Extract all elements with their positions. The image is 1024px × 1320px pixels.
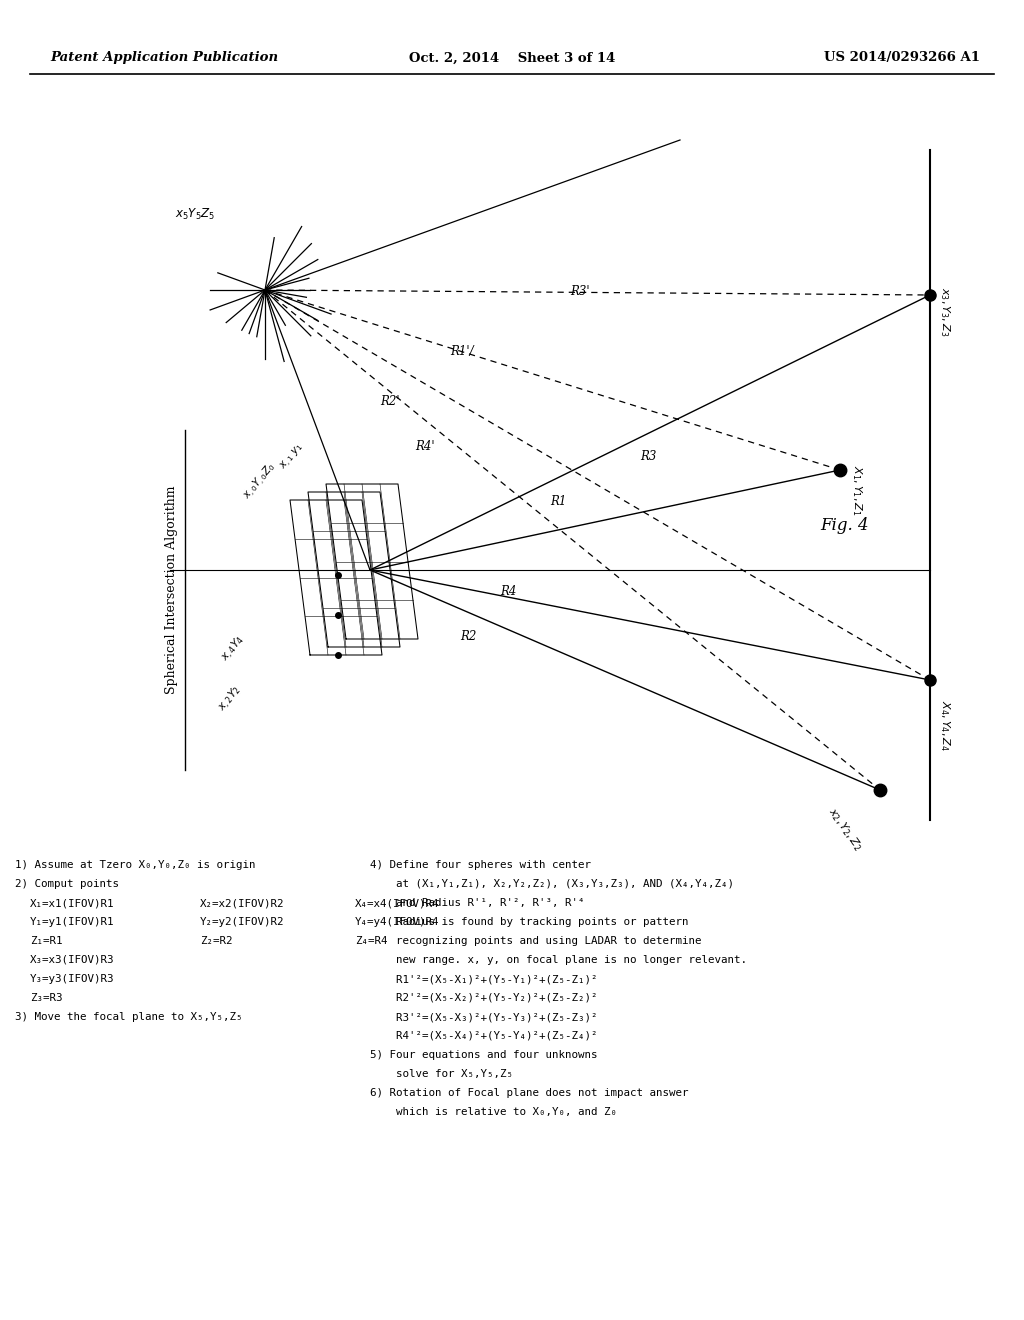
Text: R2: R2 bbox=[460, 630, 476, 643]
Text: Patent Application Publication: Patent Application Publication bbox=[50, 51, 279, 65]
Text: R1'/: R1'/ bbox=[450, 345, 474, 358]
Text: 2) Comput points: 2) Comput points bbox=[15, 879, 119, 888]
Text: Radius is found by tracking points or pattern: Radius is found by tracking points or pa… bbox=[370, 917, 688, 927]
Text: Z₃=R3: Z₃=R3 bbox=[30, 993, 62, 1003]
Text: R3'²=(X₅-X₃)²+(Y₅-Y₃)²+(Z₅-Z₃)²: R3'²=(X₅-X₃)²+(Y₅-Y₃)²+(Z₅-Z₃)² bbox=[370, 1012, 597, 1022]
Text: R4: R4 bbox=[500, 585, 516, 598]
Text: $x_2,Y_2,Z_2$: $x_2,Y_2,Z_2$ bbox=[825, 805, 864, 853]
Text: X₃=x3(IFOV)R3: X₃=x3(IFOV)R3 bbox=[30, 954, 115, 965]
Text: R3: R3 bbox=[640, 450, 656, 463]
Text: solve for X₅,Y₅,Z₅: solve for X₅,Y₅,Z₅ bbox=[370, 1069, 513, 1078]
Text: Y₄=y4(IFOV)R4: Y₄=y4(IFOV)R4 bbox=[355, 917, 439, 927]
Text: 3) Move the focal plane to X₅,Y₅,Z₅: 3) Move the focal plane to X₅,Y₅,Z₅ bbox=[15, 1012, 243, 1022]
Text: $x_{,2}Y_2$: $x_{,2}Y_2$ bbox=[215, 682, 245, 715]
Text: recognizing points and using LADAR to determine: recognizing points and using LADAR to de… bbox=[370, 936, 701, 946]
Text: R4'²=(X₅-X₄)²+(Y₅-Y₄)²+(Z₅-Z₄)²: R4'²=(X₅-X₄)²+(Y₅-Y₄)²+(Z₅-Z₄)² bbox=[370, 1031, 597, 1041]
Text: $X_4,Y_4,Z_4$: $X_4,Y_4,Z_4$ bbox=[938, 700, 951, 751]
Text: Z₂=R2: Z₂=R2 bbox=[200, 936, 232, 946]
Text: Oct. 2, 2014    Sheet 3 of 14: Oct. 2, 2014 Sheet 3 of 14 bbox=[409, 51, 615, 65]
Text: 4) Define four spheres with center: 4) Define four spheres with center bbox=[370, 861, 591, 870]
Text: X₄=x4(IFOV)R4: X₄=x4(IFOV)R4 bbox=[355, 898, 439, 908]
Text: new range. x, y, on focal plane is no longer relevant.: new range. x, y, on focal plane is no lo… bbox=[370, 954, 746, 965]
Text: $x_{,0}Y_{,0}Z_0$: $x_{,0}Y_{,0}Z_0$ bbox=[240, 459, 280, 503]
Text: $X_1,Y_1,Z_1$: $X_1,Y_1,Z_1$ bbox=[850, 465, 864, 516]
Text: $x_{,1}\ y_1$: $x_{,1}\ y_1$ bbox=[278, 441, 307, 473]
Text: Y₃=y3(IFOV)R3: Y₃=y3(IFOV)R3 bbox=[30, 974, 115, 983]
Text: 1) Assume at Tzero X₀,Y₀,Z₀ is origin: 1) Assume at Tzero X₀,Y₀,Z₀ is origin bbox=[15, 861, 256, 870]
Text: which is relative to X₀,Y₀, and Z₀: which is relative to X₀,Y₀, and Z₀ bbox=[370, 1107, 617, 1117]
Text: and Radius R'¹, R'², R'³, R'⁴: and Radius R'¹, R'², R'³, R'⁴ bbox=[370, 898, 585, 908]
Text: 6) Rotation of Focal plane does not impact answer: 6) Rotation of Focal plane does not impa… bbox=[370, 1088, 688, 1098]
Text: R3': R3' bbox=[570, 285, 590, 298]
Text: Y₂=y2(IFOV)R2: Y₂=y2(IFOV)R2 bbox=[200, 917, 285, 927]
Text: 5) Four equations and four unknowns: 5) Four equations and four unknowns bbox=[370, 1049, 597, 1060]
Text: $x_{,4}Y_4$: $x_{,4}Y_4$ bbox=[218, 632, 249, 665]
Text: X₂=x2(IFOV)R2: X₂=x2(IFOV)R2 bbox=[200, 898, 285, 908]
Text: R2': R2' bbox=[380, 395, 399, 408]
Text: R2'²=(X₅-X₂)²+(Y₅-Y₂)²+(Z₅-Z₂)²: R2'²=(X₅-X₂)²+(Y₅-Y₂)²+(Z₅-Z₂)² bbox=[370, 993, 597, 1003]
Text: at (X₁,Y₁,Z₁), X₂,Y₂,Z₂), (X₃,Y₃,Z₃), AND (X₄,Y₄,Z₄): at (X₁,Y₁,Z₁), X₂,Y₂,Z₂), (X₃,Y₃,Z₃), AN… bbox=[370, 879, 734, 888]
Text: $x_5Y_5Z_5$: $x_5Y_5Z_5$ bbox=[175, 207, 215, 222]
Text: X₁=x1(IFOV)R1: X₁=x1(IFOV)R1 bbox=[30, 898, 115, 908]
Text: R1: R1 bbox=[550, 495, 566, 508]
Text: Z₄=R4: Z₄=R4 bbox=[355, 936, 387, 946]
Text: Spherical Intersection Algorithm: Spherical Intersection Algorithm bbox=[166, 486, 178, 694]
Text: Z₁=R1: Z₁=R1 bbox=[30, 936, 62, 946]
Text: $x_3,Y_3,Z_3$: $x_3,Y_3,Z_3$ bbox=[938, 286, 951, 337]
Text: R1'²=(X₅-X₁)²+(Y₅-Y₁)²+(Z₅-Z₁)²: R1'²=(X₅-X₁)²+(Y₅-Y₁)²+(Z₅-Z₁)² bbox=[370, 974, 597, 983]
Text: Fig. 4: Fig. 4 bbox=[820, 517, 868, 535]
Text: US 2014/0293266 A1: US 2014/0293266 A1 bbox=[824, 51, 980, 65]
Text: Y₁=y1(IFOV)R1: Y₁=y1(IFOV)R1 bbox=[30, 917, 115, 927]
Text: R4': R4' bbox=[415, 440, 434, 453]
